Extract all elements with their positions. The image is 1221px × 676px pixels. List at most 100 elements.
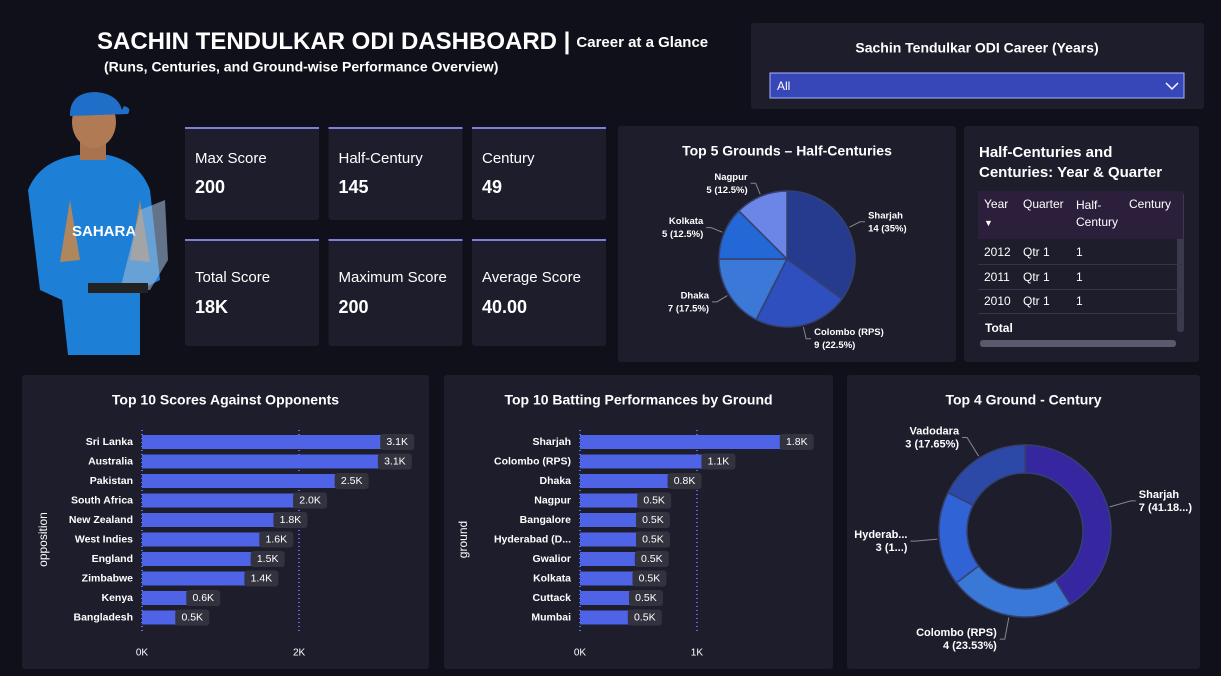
kpi-value: 49 — [482, 177, 502, 197]
table-panel: Half-Centuries and Centuries: Year & Qua… — [964, 126, 1199, 362]
kpi-label: Half-Century — [339, 150, 424, 167]
sort-arrow: ▼ — [984, 218, 993, 228]
value-label-bg — [627, 609, 662, 626]
value-label-bg — [634, 551, 669, 567]
table-title: Half-Centuries and Centuries: Year & Qua… — [979, 144, 1163, 181]
x-tick-label: 1K — [691, 648, 704, 659]
slice-label: Nagpur — [714, 172, 748, 183]
column-header[interactable]: Half-Century — [1076, 198, 1119, 229]
value-label: 2.0K — [299, 494, 321, 506]
table-cell: 2012 — [984, 245, 1011, 259]
table-cell: 2011 — [984, 269, 1010, 284]
kpi-accent — [185, 127, 319, 129]
bar — [580, 435, 786, 449]
kpi-accent — [472, 239, 606, 241]
slice — [718, 258, 789, 321]
slice-label: Sharjah — [1139, 489, 1180, 501]
value-label-bg — [259, 531, 294, 548]
value-label: 0.5K — [634, 611, 656, 623]
bar — [580, 571, 639, 586]
column-header[interactable]: Century — [1129, 197, 1172, 211]
table-header: Year ▼ Quarter Half-Century Century — [978, 191, 1183, 239]
slice-value-label: 7 (41.18...) — [1139, 502, 1193, 514]
leader-line — [999, 617, 1010, 640]
table-cell: 1 — [1076, 245, 1083, 259]
bar — [142, 454, 384, 469]
column-header[interactable]: Year — [984, 197, 1009, 211]
x-tick-label: 2K — [293, 648, 306, 659]
column-header[interactable]: Quarter — [1023, 197, 1064, 211]
y-axis-title: ground — [456, 521, 470, 558]
slice-label: Hyderab... — [854, 529, 907, 541]
table-cell: Qtr 1 — [1023, 294, 1050, 308]
value-label: 2.5K — [341, 475, 363, 487]
jersey-text: SAHARA — [72, 223, 136, 240]
panel — [847, 375, 1200, 669]
value-label: 3.1K — [386, 436, 408, 448]
slice-value-label: 9 (22.5%) — [814, 340, 855, 351]
kpi-card — [185, 239, 319, 346]
x-tick-label: 0K — [136, 648, 149, 659]
kpi-label: Century — [482, 150, 535, 167]
value-label: 1.6K — [265, 533, 287, 545]
slice — [737, 190, 788, 261]
value-label-bg — [293, 492, 328, 509]
bar — [580, 513, 642, 527]
value-label: 3.1K — [384, 455, 406, 467]
y-tick-label: Sharjah — [532, 436, 571, 448]
chart-title: Top 5 Grounds – Half-Centuries — [682, 143, 892, 159]
leader-line — [1109, 500, 1136, 508]
kpi-value: 200 — [339, 297, 369, 317]
value-label-bg — [779, 434, 814, 450]
value-label: 0.5K — [643, 494, 665, 506]
bar — [580, 591, 635, 605]
value-label: 1.8K — [786, 436, 808, 448]
slice-label: Vadodara — [910, 425, 960, 437]
slicer-dropdown[interactable] — [769, 72, 1185, 99]
y-tick-label: England — [92, 553, 133, 565]
subtitle: (Runs, Centuries, and Ground-wise Perfor… — [104, 59, 498, 75]
kpi-value: 40.00 — [482, 297, 527, 317]
kpi-label: Max Score — [195, 150, 267, 167]
y-tick-label: Cuttack — [532, 592, 571, 604]
leader-line — [962, 436, 980, 457]
kpi-card — [328, 239, 463, 346]
kpi-card — [472, 127, 606, 220]
bar — [142, 493, 300, 508]
bar — [580, 610, 634, 625]
slice-label: Dhaka — [681, 290, 710, 301]
player-photo: SAHARA — [28, 92, 168, 355]
kpi-cards: Max Score 200 Half-Century 145 Century 49 Tota… — [185, 127, 606, 346]
y-tick-label: Gwalior — [532, 553, 571, 565]
title-line: SACHIN TENDULKAR ODI DASHBOARD | Career a… — [97, 28, 708, 55]
bar — [580, 493, 644, 508]
y-tick-label: Kenya — [101, 592, 133, 604]
slicer-title: Sachin Tendulkar ODI Career (Years) — [855, 40, 1098, 56]
value-label-bg — [380, 434, 415, 450]
slice-label: Sharjah — [868, 210, 903, 221]
kpi-value: 200 — [195, 177, 225, 197]
value-label: 0.6K — [192, 592, 214, 604]
table-total: Total — [985, 321, 1013, 335]
value-label-bg — [334, 473, 369, 489]
panel — [964, 126, 1199, 362]
kpi-accent — [472, 127, 606, 129]
chart-title: Top 4 Ground - Century — [945, 392, 1101, 408]
y-tick-label: Dhaka — [539, 475, 571, 487]
value-label-bg — [377, 453, 412, 470]
slicer-value: All — [777, 79, 790, 93]
kpi-label: Total Score — [195, 269, 270, 286]
slice — [947, 444, 1026, 507]
value-label-bg — [273, 512, 308, 528]
value-label-bg — [186, 590, 221, 606]
table-cell: 2010 — [984, 294, 1011, 308]
slice-value-label: 5 (12.5%) — [662, 229, 703, 240]
bar — [142, 532, 266, 547]
value-label-bg — [632, 570, 667, 587]
bar — [580, 552, 641, 566]
y-tick-label: Colombo (RPS) — [494, 455, 571, 467]
chart-title: Top 10 Scores Against Opponents — [112, 392, 339, 408]
value-label: 0.5K — [642, 514, 664, 526]
dropdown-chevron — [1165, 82, 1179, 91]
slice-label: Colombo (RPS) — [814, 327, 884, 338]
